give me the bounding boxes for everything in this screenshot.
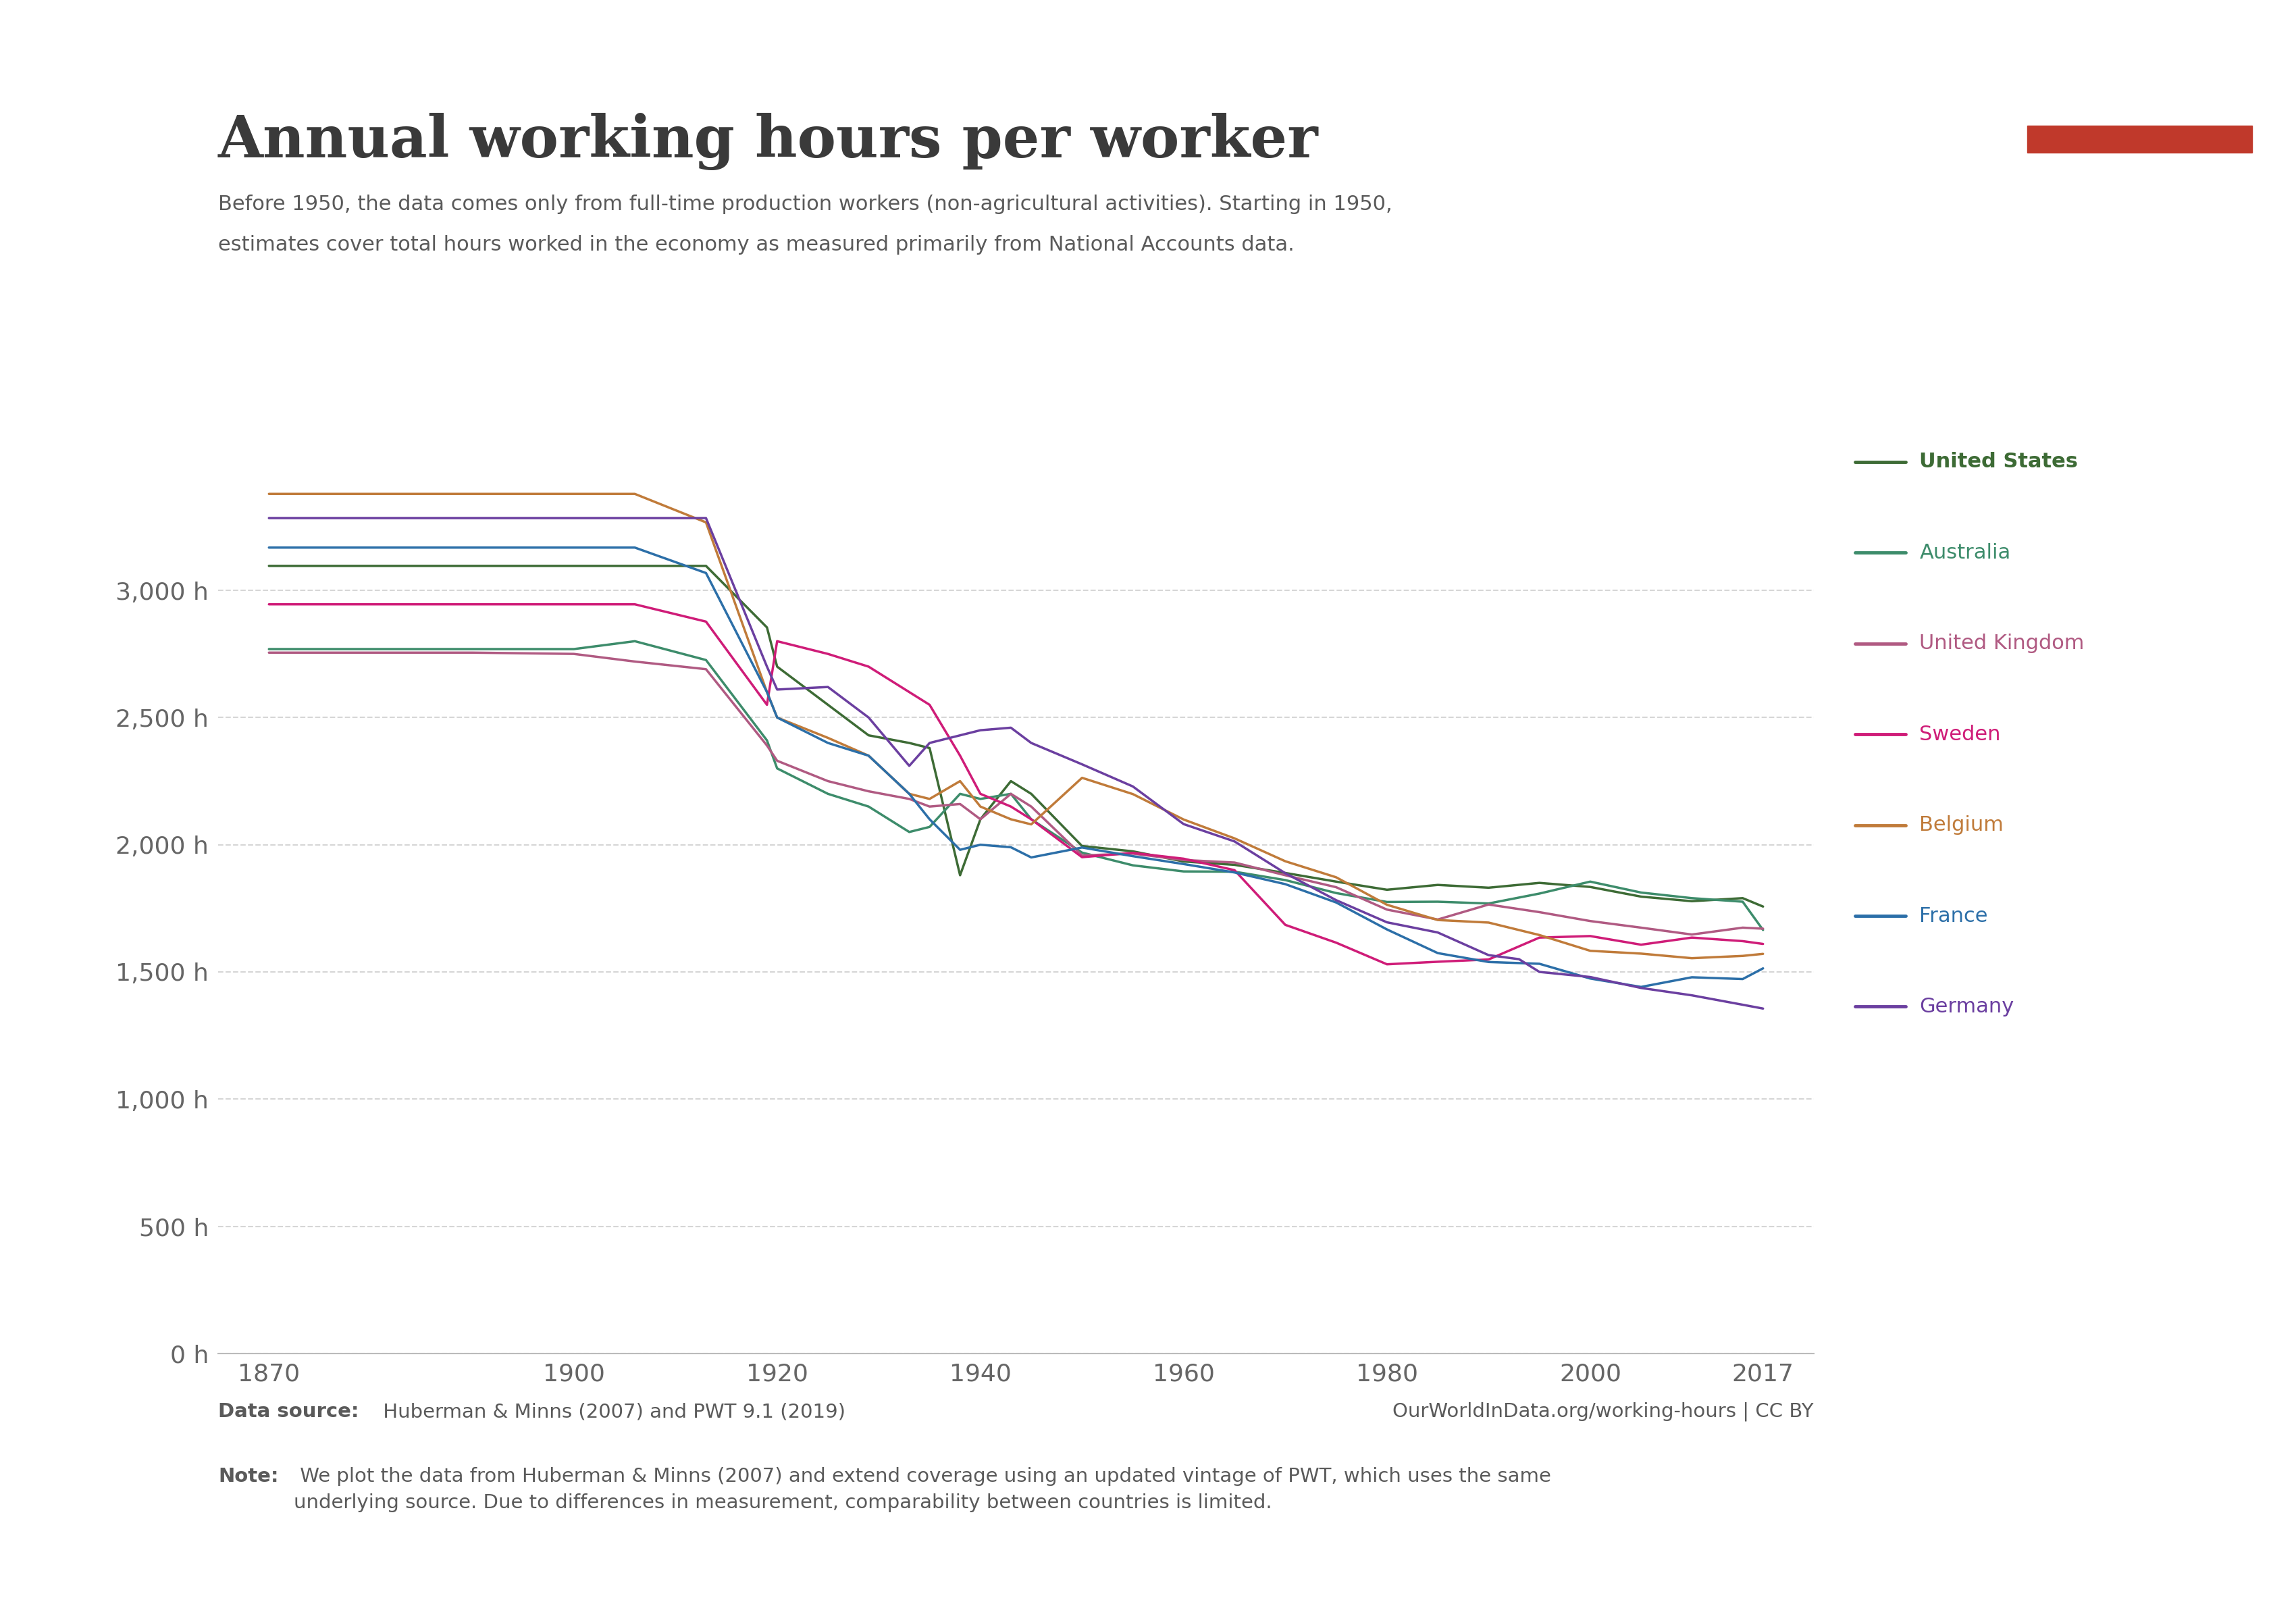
Text: Before 1950, the data comes only from full-time production workers (non-agricult: Before 1950, the data comes only from fu… xyxy=(218,195,1391,214)
Text: Data source:: Data source: xyxy=(218,1402,358,1422)
Text: Annual working hours per worker: Annual working hours per worker xyxy=(218,113,1318,170)
Text: Huberman & Minns (2007) and PWT 9.1 (2019): Huberman & Minns (2007) and PWT 9.1 (201… xyxy=(377,1402,845,1422)
Text: Sweden: Sweden xyxy=(1919,725,2000,744)
Text: United Kingdom: United Kingdom xyxy=(1919,634,2085,653)
Bar xyxy=(2027,125,2252,152)
Text: Note:: Note: xyxy=(218,1467,278,1486)
Text: Our World: Our World xyxy=(2089,53,2190,71)
Text: Australia: Australia xyxy=(1919,543,2011,562)
Text: in Data: in Data xyxy=(2103,88,2177,105)
Text: Belgium: Belgium xyxy=(1919,815,2004,835)
Text: Germany: Germany xyxy=(1919,997,2014,1016)
Text: France: France xyxy=(1919,906,1988,926)
Text: We plot the data from Huberman & Minns (2007) and extend coverage using an updat: We plot the data from Huberman & Minns (… xyxy=(294,1467,1552,1512)
Text: United States: United States xyxy=(1919,452,2078,472)
Text: estimates cover total hours worked in the economy as measured primarily from Nat: estimates cover total hours worked in th… xyxy=(218,235,1295,254)
Text: OurWorldInData.org/working-hours | CC BY: OurWorldInData.org/working-hours | CC BY xyxy=(1394,1402,1814,1422)
